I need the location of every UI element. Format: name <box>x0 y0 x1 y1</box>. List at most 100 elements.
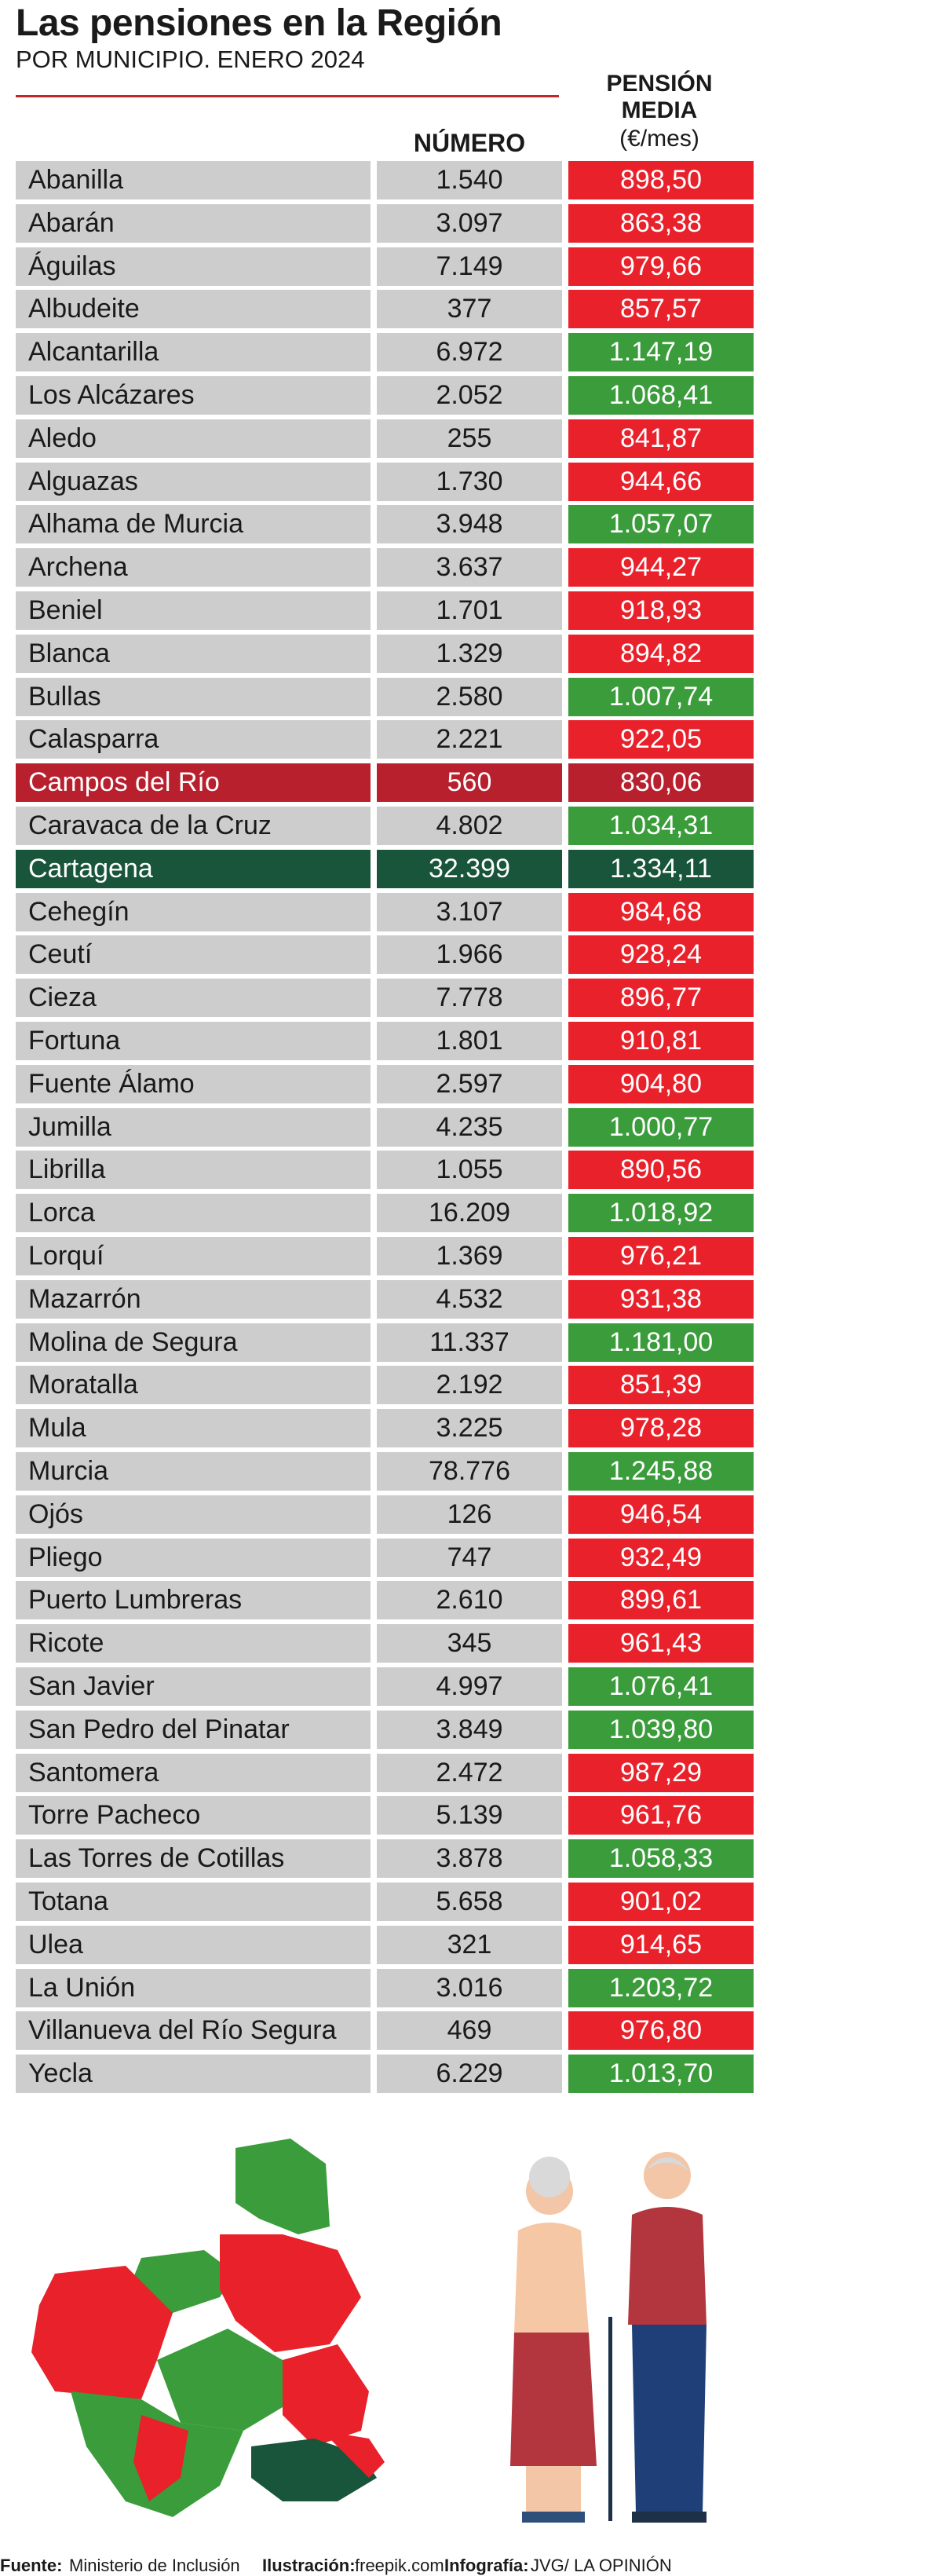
pension-cell: 863,38 <box>568 203 754 243</box>
table-row: Murcia 78.776 1.245,88 <box>0 1452 942 1491</box>
page-subtitle: POR MUNICIPIO. ENERO 2024 <box>16 46 365 73</box>
pension-cell: 979,66 <box>568 247 754 286</box>
municipio-cell: Ricote <box>16 1624 371 1663</box>
numero-cell: 255 <box>377 419 562 458</box>
man-shoes <box>632 2512 706 2523</box>
numero-cell: 2.052 <box>377 376 562 415</box>
pension-cell: 896,77 <box>568 979 754 1018</box>
footer-ilustracion-label: Ilustración: <box>262 2556 356 2575</box>
municipio-cell: Abanilla <box>16 161 371 199</box>
municipio-cell: Fortuna <box>16 1022 371 1060</box>
table-row: Ulea 321 914,65 <box>0 1925 942 1964</box>
municipio-cell: La Unión <box>16 1968 371 2007</box>
numero-cell: 78.776 <box>377 1452 562 1491</box>
numero-cell: 377 <box>377 290 562 329</box>
map-region-red <box>322 2431 385 2478</box>
map-region-red <box>220 2234 361 2352</box>
table-row: Abanilla 1.540 898,50 <box>0 161 942 199</box>
numero-cell: 1.730 <box>377 462 562 501</box>
pension-cell: 1.007,74 <box>568 677 754 716</box>
footer-ilustracion: freepik.com <box>355 2556 444 2575</box>
municipio-cell: Cartagena <box>16 849 371 888</box>
numero-cell: 1.701 <box>377 591 562 630</box>
pension-cell: 961,43 <box>568 1624 754 1663</box>
pension-cell: 857,57 <box>568 290 754 329</box>
municipio-cell: Alhama de Murcia <box>16 505 371 544</box>
pension-cell: 944,66 <box>568 462 754 501</box>
table-row: Los Alcázares 2.052 1.068,41 <box>0 376 942 415</box>
elderly-couple-illustration <box>510 2152 706 2523</box>
column-header-media: MEDIA <box>621 97 698 123</box>
municipio-cell: Archena <box>16 548 371 587</box>
municipio-cell: Alguazas <box>16 462 371 501</box>
municipio-cell: San Pedro del Pinatar <box>16 1710 371 1749</box>
municipio-cell: Las Torres de Cotillas <box>16 1839 371 1879</box>
pension-cell: 1.013,70 <box>568 2055 754 2094</box>
numero-cell: 6.229 <box>377 2055 562 2094</box>
table-row: Fortuna 1.801 910,81 <box>0 1022 942 1060</box>
numero-cell: 2.221 <box>377 720 562 759</box>
numero-cell: 3.107 <box>377 892 562 931</box>
pension-cell: 918,93 <box>568 591 754 630</box>
map-region-red <box>133 2415 188 2501</box>
pension-cell: 894,82 <box>568 634 754 673</box>
pension-cell: 928,24 <box>568 935 754 975</box>
column-header-pension: PENSIÓN <box>606 71 713 97</box>
table-row: Alhama de Murcia 3.948 1.057,07 <box>0 505 942 544</box>
municipio-cell: Cieza <box>16 979 371 1018</box>
man-torso <box>628 2207 706 2325</box>
numero-cell: 2.580 <box>377 677 562 716</box>
man-legs <box>632 2325 706 2513</box>
numero-cell: 5.139 <box>377 1796 562 1835</box>
table-row: Lorca 16.209 1.018,92 <box>0 1194 942 1233</box>
municipio-cell: Pliego <box>16 1538 371 1577</box>
numero-cell: 7.778 <box>377 979 562 1018</box>
municipio-cell: Ceutí <box>16 935 371 975</box>
table-row: Mazarrón 4.532 931,38 <box>0 1279 942 1319</box>
table-row: Cartagena 32.399 1.334,11 <box>0 849 942 888</box>
municipio-cell: Yecla <box>16 2055 371 2094</box>
region-map-illustration <box>31 2139 385 2517</box>
numero-cell: 2.192 <box>377 1366 562 1405</box>
pension-cell: 1.334,11 <box>568 849 754 888</box>
table-row: Las Torres de Cotillas 3.878 1.058,33 <box>0 1839 942 1879</box>
map-region-green <box>157 2329 283 2431</box>
table-row: Torre Pacheco 5.139 961,76 <box>0 1796 942 1835</box>
numero-cell: 3.948 <box>377 505 562 544</box>
pension-cell: 1.203,72 <box>568 1968 754 2007</box>
pension-cell: 931,38 <box>568 1279 754 1319</box>
pension-cell: 1.058,33 <box>568 1839 754 1879</box>
numero-cell: 5.658 <box>377 1883 562 1921</box>
municipio-cell: Caravaca de la Cruz <box>16 807 371 845</box>
numero-cell: 2.597 <box>377 1064 562 1103</box>
municipio-cell: Calasparra <box>16 720 371 759</box>
numero-cell: 16.209 <box>377 1194 562 1233</box>
municipio-cell: Los Alcázares <box>16 376 371 415</box>
municipio-cell: Blanca <box>16 634 371 673</box>
numero-cell: 1.369 <box>377 1237 562 1275</box>
pension-cell: 961,76 <box>568 1796 754 1835</box>
table-row: Águilas 7.149 979,66 <box>0 247 942 286</box>
numero-cell: 126 <box>377 1495 562 1534</box>
municipio-cell: Albudeite <box>16 290 371 329</box>
numero-cell: 747 <box>377 1538 562 1577</box>
municipio-cell: Ojós <box>16 1495 371 1534</box>
pension-cell: 1.039,80 <box>568 1710 754 1749</box>
pension-cell: 890,56 <box>568 1151 754 1190</box>
pension-cell: 830,06 <box>568 763 754 803</box>
numero-cell: 2.610 <box>377 1581 562 1620</box>
map-region-red <box>31 2266 173 2399</box>
table-row: Ricote 345 961,43 <box>0 1624 942 1663</box>
table-row: Alguazas 1.730 944,66 <box>0 462 942 501</box>
table-row: Librilla 1.055 890,56 <box>0 1151 942 1190</box>
table-row: Blanca 1.329 894,82 <box>0 634 942 673</box>
municipio-cell: Campos del Río <box>16 763 371 803</box>
pension-cell: 1.147,19 <box>568 333 754 372</box>
numero-cell: 11.337 <box>377 1323 562 1362</box>
table-row: San Pedro del Pinatar 3.849 1.039,80 <box>0 1710 942 1749</box>
municipio-cell: Jumilla <box>16 1107 371 1147</box>
pension-cell: 976,80 <box>568 2011 754 2051</box>
pension-cell: 901,02 <box>568 1883 754 1921</box>
numero-cell: 3.637 <box>377 548 562 587</box>
numero-cell: 3.016 <box>377 1968 562 2007</box>
